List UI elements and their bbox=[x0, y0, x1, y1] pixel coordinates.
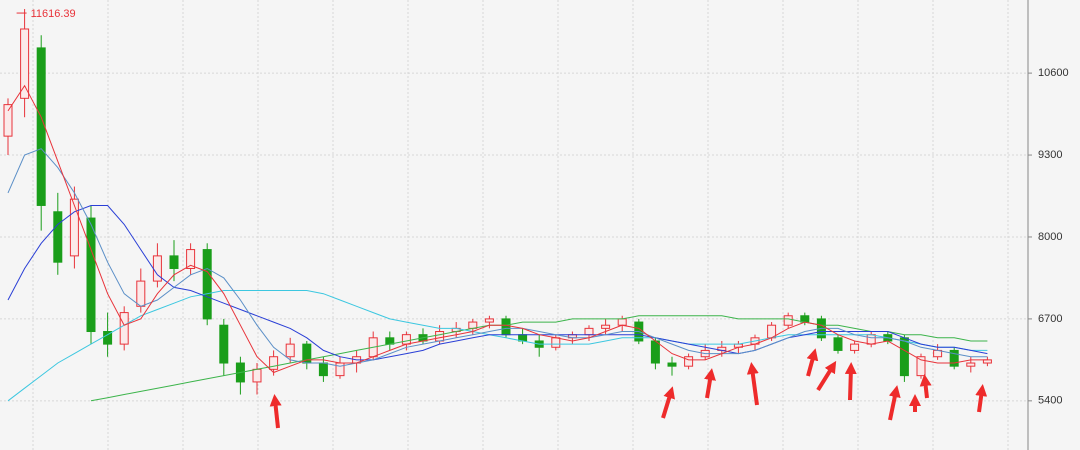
candle-body bbox=[833, 337, 843, 351]
y-tick-label: 5400 bbox=[1038, 395, 1062, 407]
y-tick-label: 10600 bbox=[1038, 67, 1069, 79]
labels: 5400 6700 8000 9300 10600 11616.39 bbox=[16, 8, 1069, 407]
candle-body bbox=[202, 249, 212, 320]
arrow bbox=[844, 362, 857, 401]
candle-body bbox=[252, 368, 262, 383]
ma-line bbox=[7, 290, 988, 402]
candle-body bbox=[318, 362, 328, 377]
candle-body bbox=[20, 28, 30, 99]
candle-body bbox=[484, 318, 494, 323]
candle-body bbox=[169, 255, 179, 269]
candle-body bbox=[617, 318, 627, 326]
arrow bbox=[746, 362, 759, 406]
arrow bbox=[816, 360, 837, 392]
candle-body bbox=[269, 356, 279, 370]
candle-body bbox=[335, 362, 345, 377]
candle-body bbox=[866, 334, 876, 345]
candle-body bbox=[119, 312, 129, 345]
candle-body bbox=[53, 211, 63, 263]
candle-body bbox=[36, 47, 46, 206]
candle-body bbox=[783, 315, 793, 326]
candle-body bbox=[667, 362, 677, 367]
y-tick-label: 6700 bbox=[1038, 313, 1062, 325]
arrow bbox=[888, 385, 901, 421]
arrow bbox=[919, 374, 932, 399]
y-tick-label: 8000 bbox=[1038, 231, 1062, 243]
candle-body bbox=[186, 249, 196, 269]
candle-body bbox=[285, 343, 295, 358]
candle-body bbox=[103, 331, 113, 345]
arrow bbox=[661, 386, 675, 419]
candle-body bbox=[899, 337, 909, 377]
candle-body bbox=[966, 362, 976, 367]
candle-body bbox=[601, 324, 611, 329]
max-label: 11616.39 bbox=[31, 8, 76, 20]
plot bbox=[3, 9, 992, 402]
arrow bbox=[806, 348, 819, 377]
ma-line bbox=[7, 148, 988, 367]
candle-body bbox=[69, 198, 79, 257]
grid bbox=[0, 0, 1032, 450]
candle-body bbox=[3, 104, 13, 137]
candle-body bbox=[435, 331, 445, 342]
candle-body bbox=[86, 217, 96, 333]
arrow bbox=[704, 368, 716, 399]
candle-body bbox=[219, 324, 229, 364]
candle-body bbox=[136, 280, 146, 307]
y-tick-label: 9300 bbox=[1038, 149, 1062, 161]
candle-body bbox=[684, 356, 694, 367]
candle-body bbox=[501, 318, 511, 336]
candle-body bbox=[949, 349, 959, 367]
ma-line bbox=[7, 84, 988, 374]
arrow bbox=[269, 394, 282, 429]
candle-body bbox=[584, 327, 594, 336]
candle-body bbox=[650, 340, 660, 364]
ma-line bbox=[90, 315, 988, 402]
arrow bbox=[975, 384, 988, 413]
candle-body bbox=[551, 337, 561, 348]
candle-body bbox=[850, 343, 860, 351]
annotation-arrows bbox=[269, 348, 988, 429]
candle-body bbox=[401, 334, 411, 345]
ma-line bbox=[7, 205, 988, 361]
